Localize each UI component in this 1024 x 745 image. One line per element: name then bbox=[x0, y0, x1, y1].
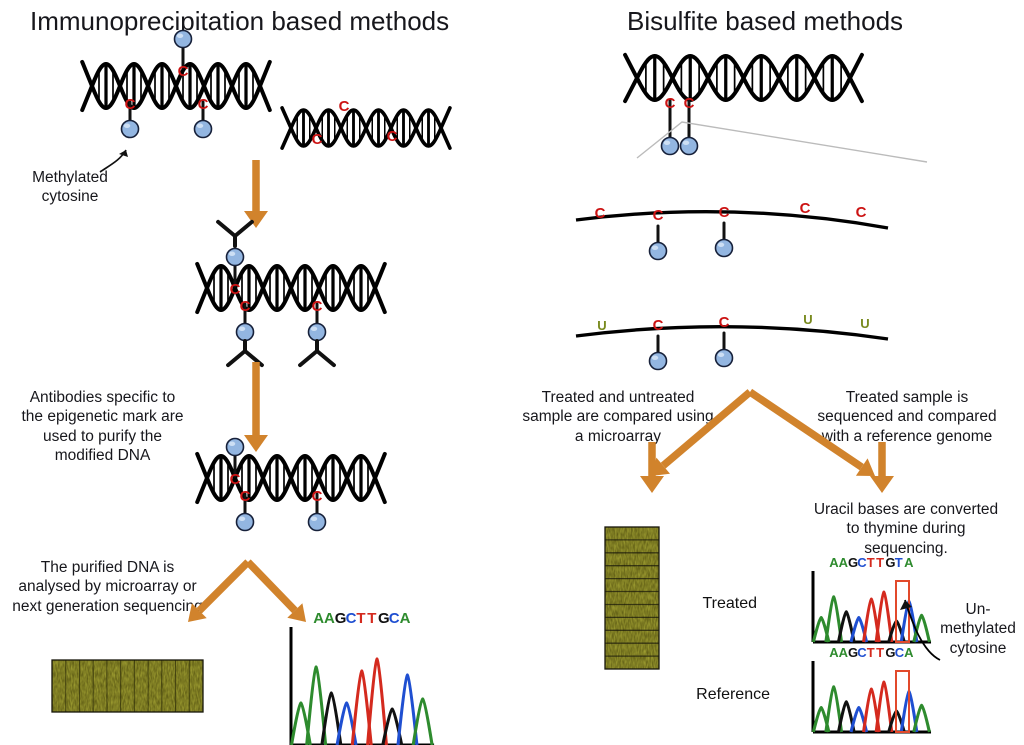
svg-text:G: G bbox=[335, 610, 347, 627]
svg-text:C: C bbox=[719, 204, 730, 221]
svg-text:C: C bbox=[387, 128, 398, 145]
svg-text:G: G bbox=[378, 610, 390, 627]
svg-text:T: T bbox=[876, 645, 884, 660]
svg-text:A: A bbox=[400, 610, 411, 627]
svg-text:T: T bbox=[867, 645, 875, 660]
svg-text:Treated: Treated bbox=[702, 595, 757, 612]
svg-text:C: C bbox=[230, 281, 241, 298]
svg-text:G: G bbox=[848, 645, 858, 660]
svg-text:Reference: Reference bbox=[696, 686, 770, 703]
svg-text:C: C bbox=[684, 95, 695, 112]
svg-text:G: G bbox=[885, 645, 895, 660]
svg-text:T: T bbox=[356, 610, 365, 627]
svg-text:A: A bbox=[324, 610, 335, 627]
svg-text:C: C bbox=[178, 63, 189, 80]
svg-text:U: U bbox=[597, 318, 606, 333]
svg-text:C: C bbox=[312, 488, 323, 505]
svg-text:A: A bbox=[313, 610, 324, 627]
svg-text:C: C bbox=[240, 488, 251, 505]
svg-text:C: C bbox=[856, 204, 867, 221]
svg-text:T: T bbox=[367, 610, 376, 627]
svg-text:C: C bbox=[339, 98, 350, 115]
svg-text:C: C bbox=[653, 207, 664, 224]
svg-text:C: C bbox=[595, 205, 606, 222]
svg-text:C: C bbox=[653, 317, 664, 334]
svg-text:C: C bbox=[346, 610, 357, 627]
svg-text:U: U bbox=[860, 316, 869, 331]
svg-text:C: C bbox=[312, 298, 323, 315]
svg-text:C: C bbox=[198, 96, 209, 113]
svg-text:A: A bbox=[829, 645, 839, 660]
svg-text:C: C bbox=[665, 95, 676, 112]
svg-text:C: C bbox=[895, 645, 905, 660]
svg-text:A: A bbox=[904, 645, 914, 660]
svg-text:A: A bbox=[839, 645, 849, 660]
svg-text:C: C bbox=[312, 131, 323, 148]
svg-text:C: C bbox=[389, 610, 400, 627]
svg-text:C: C bbox=[800, 200, 811, 217]
svg-text:C: C bbox=[857, 645, 867, 660]
svg-text:C: C bbox=[240, 298, 251, 315]
svg-text:C: C bbox=[125, 96, 136, 113]
svg-text:U: U bbox=[803, 312, 812, 327]
svg-text:C: C bbox=[230, 471, 241, 488]
svg-text:C: C bbox=[719, 314, 730, 331]
